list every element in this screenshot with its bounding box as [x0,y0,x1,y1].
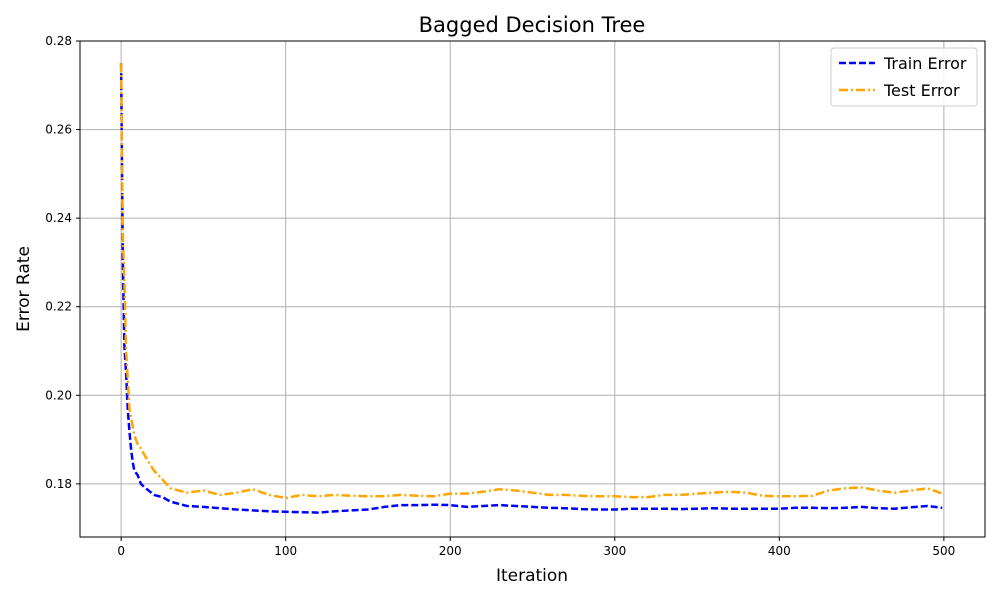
x-tick-label: 300 [603,544,626,558]
x-tick-label: 500 [932,544,955,558]
y-tick-label: 0.18 [45,477,72,491]
legend-label-test-error: Test Error [883,81,960,100]
chart-title: Bagged Decision Tree [419,13,646,37]
y-axis-title: Error Rate [14,246,34,332]
y-tick-label: 0.26 [45,123,72,137]
y-tick-label: 0.28 [45,34,72,48]
grid-lines [80,40,985,537]
x-axis-title: Iteration [496,566,568,586]
series-line-test-error [119,63,943,500]
legend-label-train-error: Train Error [883,54,967,73]
x-tick-label: 400 [768,544,791,558]
x-tick-label: 200 [439,544,462,558]
x-tick-label: 0 [117,544,125,558]
legend-box [830,47,978,107]
y-tick-label: 0.20 [45,388,72,402]
y-tick-label: 0.24 [45,211,72,225]
legend: Train Error Test Error [830,47,978,107]
y-tick-label: 0.22 [45,300,72,314]
series-line-train-error [119,63,943,514]
series-layer [119,63,943,514]
y-axis-ticks: 0.18 0.20 0.22 0.24 0.26 0.28 [45,34,80,491]
plot-area-frame [79,40,986,538]
x-axis-ticks: 0 100 200 300 400 500 [117,537,955,558]
x-tick-label: 100 [274,544,297,558]
